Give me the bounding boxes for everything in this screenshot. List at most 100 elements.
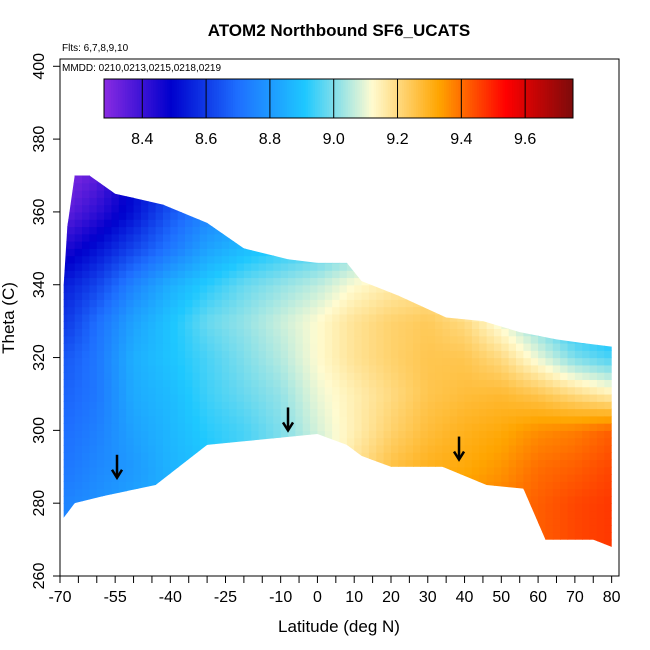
heatmap-cell — [148, 423, 157, 431]
heatmap-cell — [582, 292, 591, 300]
heatmap-cell — [177, 306, 186, 315]
heatmap-cell — [501, 393, 510, 402]
heatmap-cell — [192, 211, 201, 220]
heatmap-cell — [273, 226, 282, 235]
heatmap-cell — [589, 430, 598, 439]
heatmap-cell — [288, 262, 296, 271]
heatmap-cell — [604, 270, 612, 279]
heatmap-cell — [89, 277, 98, 286]
heatmap-cell — [126, 241, 135, 249]
heatmap-cell — [471, 350, 480, 359]
heatmap-cell — [199, 488, 208, 497]
heatmap-cell — [479, 313, 488, 322]
heatmap-cell — [611, 190, 612, 198]
heatmap-cell — [420, 306, 429, 315]
heatmap-cell — [126, 525, 135, 533]
heatmap-cell — [140, 233, 149, 242]
heatmap-cell — [339, 335, 348, 344]
heatmap-cell — [236, 466, 245, 475]
colorbar-swatch — [275, 79, 279, 118]
heatmap-cell — [67, 270, 76, 279]
heatmap-cell — [185, 226, 193, 235]
heatmap-cell — [589, 415, 598, 424]
heatmap-cell — [118, 284, 127, 293]
heatmap-cell — [280, 335, 289, 344]
heatmap-cell — [280, 204, 289, 213]
heatmap-cell — [133, 313, 142, 322]
heatmap-cell — [604, 321, 612, 330]
heatmap-cell — [295, 444, 304, 453]
heatmap-cell — [140, 262, 149, 271]
heatmap-cell — [243, 219, 252, 228]
heatmap-cell — [398, 408, 407, 417]
heatmap-cell — [324, 226, 333, 235]
heatmap-cell — [346, 241, 355, 249]
heatmap-cell — [192, 262, 201, 271]
heatmap-cell — [243, 335, 252, 344]
heatmap-cell — [302, 335, 311, 344]
heatmap-cell — [243, 393, 252, 402]
heatmap-cell — [596, 430, 605, 439]
heatmap-cell — [361, 415, 370, 424]
heatmap-cell — [442, 481, 451, 490]
heatmap-cell — [508, 342, 517, 351]
heatmap-cell — [368, 255, 377, 264]
heatmap-cell — [104, 452, 113, 461]
heatmap-cell — [516, 452, 524, 461]
heatmap-cell — [82, 321, 91, 330]
heatmap-cell — [523, 488, 532, 497]
heatmap-cell — [413, 423, 422, 431]
heatmap-cell — [567, 510, 576, 519]
heatmap-cell — [82, 430, 91, 439]
colorbar-swatch — [143, 79, 147, 118]
heatmap-cell — [236, 321, 245, 330]
heatmap-cell — [523, 182, 532, 191]
heatmap-cell — [317, 452, 326, 461]
heatmap-cell — [604, 342, 612, 351]
heatmap-cell — [133, 452, 142, 461]
colorbar-swatch — [122, 79, 126, 118]
heatmap-cell — [332, 466, 341, 475]
heatmap-cell — [192, 335, 201, 344]
heatmap-cell — [89, 204, 98, 213]
heatmap-cell — [199, 481, 208, 490]
heatmap-cell — [67, 233, 76, 242]
heatmap-cell — [126, 197, 135, 206]
heatmap-cell — [273, 211, 282, 220]
heatmap-cell — [82, 255, 91, 264]
heatmap-cell — [89, 495, 98, 504]
heatmap-cell — [552, 510, 561, 519]
heatmap-cell — [96, 386, 105, 395]
heatmap-cell — [295, 262, 304, 271]
heatmap-cell — [317, 255, 326, 264]
heatmap-cell — [126, 182, 135, 191]
heatmap-cell — [487, 547, 495, 555]
heatmap-cell — [508, 357, 517, 366]
heatmap-cell — [111, 241, 120, 249]
heatmap-cell — [538, 219, 547, 228]
heatmap-cell — [251, 372, 260, 380]
heatmap-cell — [310, 415, 319, 424]
colorbar-swatch — [422, 79, 426, 118]
heatmap-cell — [398, 292, 407, 300]
heatmap-cell — [413, 248, 422, 257]
heatmap-cell — [192, 284, 201, 293]
heatmap-cell — [259, 547, 267, 555]
heatmap-cell — [324, 292, 333, 300]
heatmap-cell — [295, 547, 303, 555]
heatmap-cell — [317, 495, 326, 504]
heatmap-cell — [133, 372, 142, 380]
heatmap-cell — [251, 379, 260, 388]
heatmap-cell — [413, 510, 422, 519]
heatmap-cell — [435, 328, 444, 337]
heatmap-cell — [89, 211, 98, 220]
heatmap-cell — [63, 175, 68, 184]
heatmap-cell — [552, 350, 561, 359]
colorbar-swatch — [397, 79, 400, 118]
heatmap-cell — [538, 241, 547, 249]
heatmap-cell — [295, 350, 304, 359]
heatmap-cell — [442, 488, 451, 497]
heatmap-cell — [552, 255, 561, 264]
heatmap-cell — [221, 452, 230, 461]
heatmap-cell — [361, 474, 370, 482]
